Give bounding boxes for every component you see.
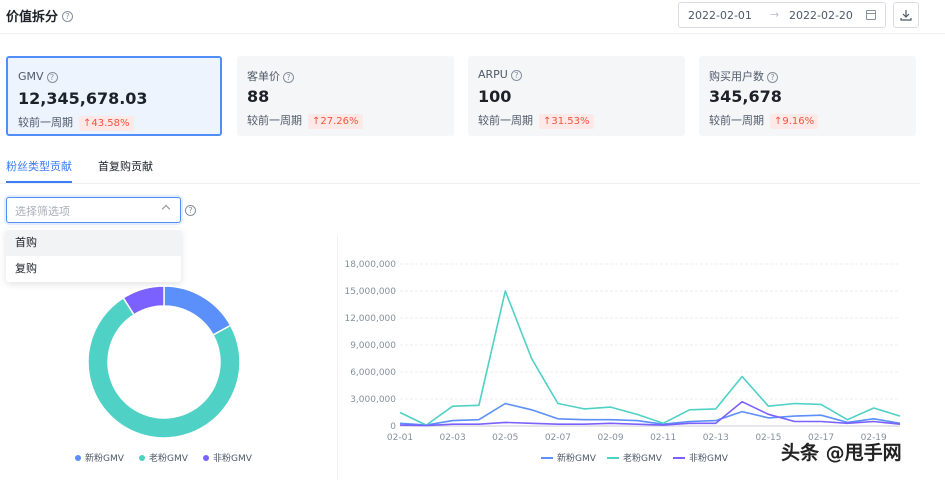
legend-dot <box>75 454 81 461</box>
y-tick-label: 6,000,000 <box>350 368 396 378</box>
line-legend-new[interactable]: 新粉GMV <box>541 451 596 464</box>
metric-card-gmv[interactable]: GMV? 12,345,678.03 较前一周期 ↑43.58% <box>6 56 222 136</box>
y-tick-label: 12,000,000 <box>344 314 396 324</box>
date-range-picker[interactable]: 2022-02-01 → 2022-02-20 <box>678 2 886 28</box>
x-tick-label: 02-09 <box>597 433 623 443</box>
metric-value: 12,345,678.03 <box>18 89 148 108</box>
donut-legend-old[interactable]: 老粉GMV <box>139 451 188 464</box>
legend-line <box>607 456 619 459</box>
download-icon <box>900 10 912 21</box>
y-tick-label: 0 <box>390 422 396 432</box>
line-legend-old[interactable]: 老粉GMV <box>607 451 662 464</box>
metric-label: 客单价? <box>247 68 294 84</box>
help-icon[interactable]: ? <box>283 71 294 83</box>
x-tick-label: 02-11 <box>650 433 676 443</box>
metric-card-buyers[interactable]: 购买用户数? 345,678 较前一周期 ↑9.16% <box>699 56 916 136</box>
filter-placeholder: 选择筛选项 <box>15 205 70 218</box>
arrow-right-icon: → <box>770 8 780 21</box>
chevron-up-icon <box>161 204 171 214</box>
page-title: 价值拆分? <box>6 6 74 25</box>
legend-line <box>541 456 553 459</box>
filter-select[interactable]: 选择筛选项 <box>6 197 181 223</box>
x-tick-label: 02-17 <box>808 433 834 443</box>
x-tick-label: 02-19 <box>861 433 887 443</box>
help-icon[interactable]: ? <box>46 71 58 83</box>
page-header: 价值拆分? 2022-02-01 → 2022-02-20 <box>0 0 945 34</box>
metric-label: GMV? <box>18 70 58 83</box>
donut-legend-non[interactable]: 非粉GMV <box>203 451 252 464</box>
metric-card-arpu[interactable]: ARPU? 100 较前一周期 ↑31.53% <box>468 56 685 136</box>
legend-dot <box>203 454 209 461</box>
metric-compare: 较前一周期 ↑43.58% <box>18 114 134 131</box>
x-tick-label: 02-07 <box>545 433 571 443</box>
y-tick-label: 15,000,000 <box>344 287 396 297</box>
filter-dropdown: 首购 复购 <box>6 228 181 282</box>
donut-slice-old[interactable] <box>87 296 241 439</box>
x-tick-label: 02-15 <box>755 433 781 443</box>
gmv-trend-line-chart: 0 3,000,000 6,000,000 9,000,000 12,000,000 15… <box>344 260 901 443</box>
tab-fan-type[interactable]: 粉丝类型贡献 <box>6 160 72 173</box>
help-icon[interactable]: ? <box>62 11 74 22</box>
legend-line <box>673 456 685 459</box>
metric-compare: 较前一周期 ↑9.16% <box>709 112 819 129</box>
metric-value: 100 <box>478 87 512 106</box>
gmv-donut-chart <box>87 285 241 439</box>
filter-option-first-purchase[interactable]: 首购 <box>6 230 181 256</box>
metric-label: ARPU? <box>478 68 522 81</box>
active-tab-indicator <box>6 181 72 183</box>
metric-compare: 较前一周期 ↑27.26% <box>247 112 363 129</box>
y-tick-label: 18,000,000 <box>344 260 396 270</box>
metric-value: 88 <box>247 87 270 106</box>
change-badge: ↑31.53% <box>539 114 594 129</box>
filter-option-repeat-purchase[interactable]: 复购 <box>15 262 37 275</box>
date-start[interactable]: 2022-02-01 <box>688 9 752 22</box>
metric-label: 购买用户数? <box>709 68 778 84</box>
line-legend-non[interactable]: 非粉GMV <box>673 451 728 464</box>
panel-divider <box>337 236 338 480</box>
y-tick-label: 3,000,000 <box>350 395 396 405</box>
change-badge: ↑43.58% <box>79 116 134 131</box>
x-tick-label: 02-13 <box>703 433 729 443</box>
x-tick-label: 02-01 <box>387 433 413 443</box>
page-title-text: 价值拆分 <box>6 10 59 25</box>
download-button[interactable] <box>893 2 919 28</box>
x-tick-label: 02-03 <box>440 433 466 443</box>
series-line-old[interactable] <box>399 290 901 426</box>
x-tick-label: 02-05 <box>492 433 518 443</box>
series-line-non[interactable] <box>399 400 901 427</box>
help-icon[interactable]: ? <box>185 205 196 216</box>
donut-legend-new[interactable]: 新粉GMV <box>75 451 124 464</box>
legend-dot <box>139 454 145 461</box>
contribution-tabs: 粉丝类型贡献 首复购贡献 <box>0 150 920 184</box>
change-badge: ↑27.26% <box>308 114 363 129</box>
donut-slice-non[interactable] <box>122 285 165 316</box>
donut-slice-new[interactable] <box>163 285 232 337</box>
metric-value: 345,678 <box>709 87 782 106</box>
calendar-icon[interactable] <box>866 10 876 20</box>
help-icon[interactable]: ? <box>510 69 522 81</box>
y-tick-label: 9,000,000 <box>350 341 396 351</box>
change-badge: ↑9.16% <box>770 114 819 129</box>
metric-compare: 较前一周期 ↑31.53% <box>478 112 594 129</box>
metric-card-unit-price[interactable]: 客单价? 88 较前一周期 ↑27.26% <box>237 56 454 136</box>
help-icon[interactable]: ? <box>767 71 778 83</box>
tab-first-repeat[interactable]: 首复购贡献 <box>98 160 153 173</box>
watermark-text: 头条 @甩手网 <box>781 442 902 464</box>
series-line-new[interactable] <box>399 402 901 426</box>
date-end[interactable]: 2022-02-20 <box>789 9 853 22</box>
